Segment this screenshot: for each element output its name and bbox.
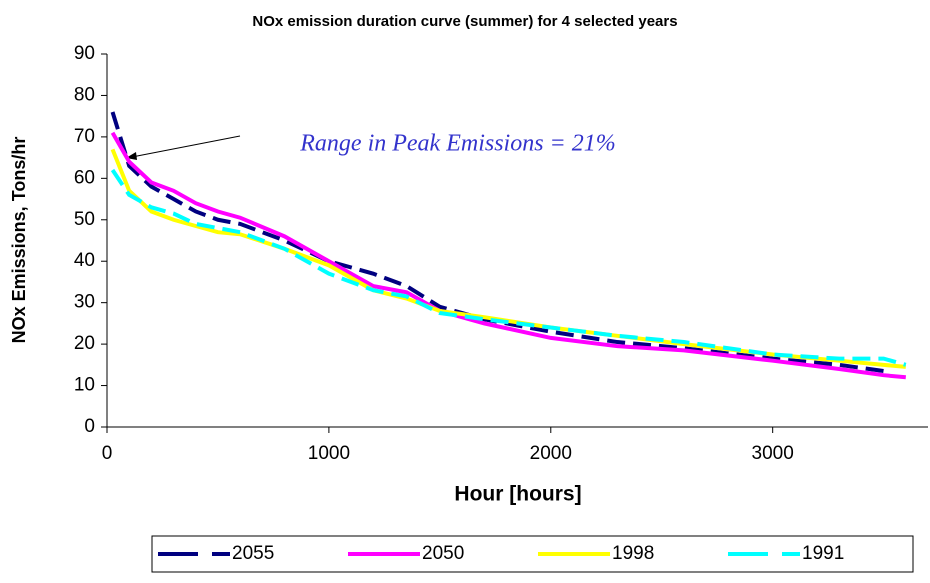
series-line: [110, 168, 907, 367]
y-tick-label: 10: [74, 375, 95, 396]
x-tick-label: 1000: [308, 443, 350, 464]
annotation: Range in Peak Emissions = 21%: [299, 131, 615, 157]
x-tick-label: 3000: [752, 443, 794, 464]
y-tick-label: 60: [74, 167, 95, 188]
x-tick-label: 2000: [530, 443, 572, 464]
legend-label: 1991: [802, 543, 844, 564]
chart-title: NOx emission duration curve (summer) for…: [252, 13, 677, 30]
y-axis-label: NOx Emissions, Tons/hr: [9, 137, 29, 344]
series-line: [110, 148, 906, 369]
annotation-arrow: [131, 135, 241, 158]
y-tick-label: 0: [84, 416, 95, 437]
y-tick-label: 90: [74, 43, 95, 64]
legend-label: 2050: [422, 543, 464, 564]
series-line: [110, 131, 906, 380]
x-tick-label: 0: [102, 443, 113, 464]
y-tick-label: 70: [74, 126, 95, 147]
series-line: [110, 111, 884, 374]
y-tick-label: 50: [74, 209, 95, 230]
y-tick-label: 40: [74, 250, 95, 271]
y-tick-label: 30: [74, 292, 95, 313]
legend-label: 2055: [232, 543, 274, 564]
legend-label: 1998: [612, 543, 654, 564]
y-tick-label: 80: [74, 84, 95, 105]
x-axis-label: Hour [hours]: [454, 483, 581, 506]
y-tick-label: 20: [74, 333, 95, 354]
